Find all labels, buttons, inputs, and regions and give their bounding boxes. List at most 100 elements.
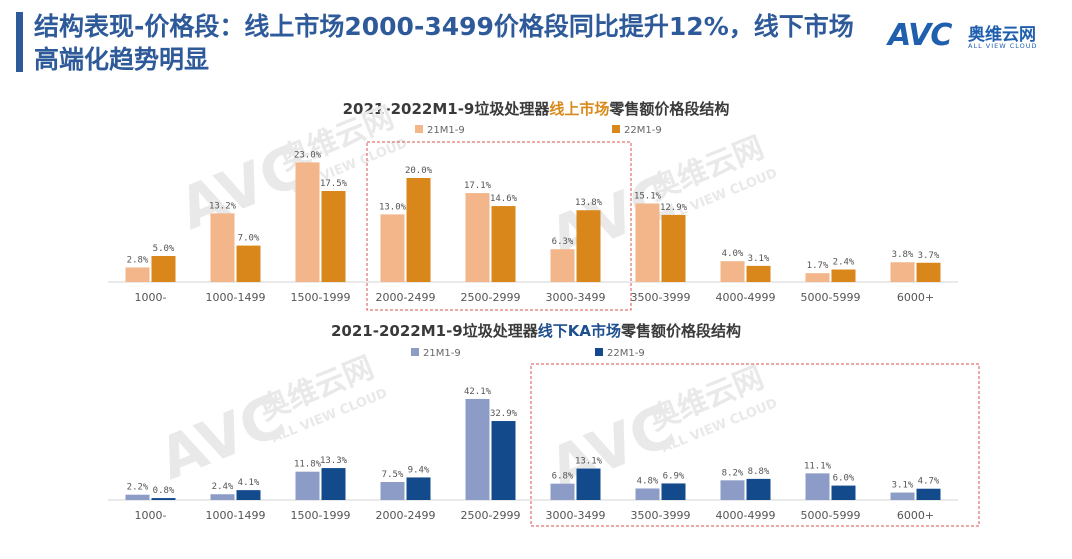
offline-tick-label: 5000-5999 <box>801 509 861 522</box>
online-legend-label: 21M1-9 <box>427 125 465 136</box>
offline-data-label: 11.8% <box>294 460 322 470</box>
online-tick-label: 2000-2499 <box>376 291 436 304</box>
logo-en-name: ALL VIEW CLOUD <box>968 42 1038 50</box>
offline-data-label: 13.1% <box>575 457 603 467</box>
offline-bar <box>720 480 745 500</box>
offline-bar <box>465 398 490 500</box>
online-legend-swatch <box>415 125 423 133</box>
online-tick-label: 6000+ <box>897 291 934 304</box>
online-bar <box>576 210 601 282</box>
online-data-label: 15.1% <box>634 191 662 201</box>
online-data-label: 5.0% <box>153 244 175 254</box>
offline-title-prefix: 2021-2022M1-9垃圾处理器 <box>331 322 538 340</box>
offline-data-label: 6.8% <box>552 472 574 482</box>
online-bar <box>380 214 405 282</box>
online-chart-title: 2021-2022M1-9垃圾处理器线上市场零售额价格段结构 <box>0 98 1072 119</box>
online-data-label: 20.0% <box>405 166 433 176</box>
offline-bar <box>916 488 941 500</box>
online-bar <box>406 178 431 282</box>
offline-data-label: 8.2% <box>722 468 744 478</box>
offline-bar <box>831 485 856 500</box>
online-data-label: 7.0% <box>238 234 260 244</box>
online-tick-label: 1000-1499 <box>206 291 266 304</box>
offline-bar <box>890 492 915 500</box>
offline-bar <box>746 478 771 500</box>
offline-tick-label: 6000+ <box>897 509 934 522</box>
online-title-suffix: 零售额价格段结构 <box>609 100 730 118</box>
offline-legend-label: 21M1-9 <box>423 348 461 359</box>
online-bar <box>550 249 575 282</box>
logo-cn-name: 奥维云网 <box>968 25 1036 45</box>
online-bar <box>321 191 346 282</box>
online-tick-label: 3000-3499 <box>546 291 606 304</box>
online-data-label: 14.6% <box>490 194 518 204</box>
online-bar <box>661 214 686 282</box>
online-bar <box>295 162 320 282</box>
offline-bar <box>151 498 176 500</box>
logo-mark: AVC <box>888 18 952 53</box>
online-tick-label: 5000-5999 <box>801 291 861 304</box>
online-highlight-box <box>366 141 632 311</box>
offline-bar <box>406 477 431 500</box>
online-bar <box>720 261 745 282</box>
offline-data-label: 4.8% <box>637 476 659 486</box>
offline-bar <box>550 483 575 500</box>
offline-data-label: 11.1% <box>804 461 832 471</box>
online-tick-label: 1500-1999 <box>291 291 351 304</box>
online-data-label: 3.8% <box>892 250 914 260</box>
offline-data-label: 13.3% <box>320 456 348 466</box>
offline-tick-label: 2000-2499 <box>376 509 436 522</box>
online-bar <box>151 256 176 282</box>
offline-bar <box>321 468 346 500</box>
offline-legend-label: 22M1-9 <box>607 348 645 359</box>
offline-title-highlight: 线下KA市场 <box>537 322 621 340</box>
online-data-label: 2.4% <box>833 258 855 268</box>
offline-bar <box>380 482 405 500</box>
online-data-label: 13.2% <box>209 201 237 211</box>
offline-data-label: 8.8% <box>748 467 770 477</box>
offline-legend-swatch <box>411 348 419 356</box>
online-bar <box>125 267 150 282</box>
online-tick-label: 1000- <box>135 291 167 304</box>
offline-bar <box>576 468 601 500</box>
online-data-label: 4.0% <box>722 249 744 259</box>
online-legend-swatch <box>612 125 620 133</box>
offline-tick-label: 2500-2999 <box>461 509 521 522</box>
online-data-label: 6.3% <box>552 237 574 247</box>
offline-bar <box>661 483 686 500</box>
online-bar <box>210 213 235 282</box>
online-data-label: 23.0% <box>294 150 322 160</box>
offline-bar <box>805 473 830 500</box>
offline-bar <box>236 490 261 500</box>
offline-chart-title: 2021-2022M1-9垃圾处理器线下KA市场零售额价格段结构 <box>0 320 1072 341</box>
offline-tick-label: 1000- <box>135 509 167 522</box>
offline-tick-label: 1500-1999 <box>291 509 351 522</box>
offline-tick-label: 1000-1499 <box>206 509 266 522</box>
offline-bar <box>635 488 660 500</box>
offline-bar <box>295 471 320 500</box>
online-data-label: 3.7% <box>918 251 940 261</box>
offline-data-label: 4.7% <box>918 477 940 487</box>
offline-legend-swatch <box>595 348 603 356</box>
online-legend-label: 22M1-9 <box>624 125 662 136</box>
online-data-label: 1.7% <box>807 261 829 271</box>
offline-title-suffix: 零售额价格段结构 <box>620 322 741 340</box>
online-data-label: 13.0% <box>379 202 407 212</box>
online-bar <box>890 262 915 282</box>
offline-data-label: 6.9% <box>663 471 685 481</box>
offline-data-label: 42.1% <box>464 387 492 397</box>
offline-bar <box>210 494 235 500</box>
page-title: 结构表现-价格段：线上市场2000-3499价格段同比提升12%，线下市场高端化… <box>34 12 854 74</box>
offline-data-label: 6.0% <box>833 474 855 484</box>
title-accent-bar <box>16 12 23 72</box>
online-tick-label: 2500-2999 <box>461 291 521 304</box>
online-bar <box>635 203 660 282</box>
offline-data-label: 32.9% <box>490 409 518 419</box>
online-title-highlight: 线上市场 <box>549 100 610 118</box>
online-tick-label: 4000-4999 <box>716 291 776 304</box>
offline-data-label: 4.1% <box>238 478 260 488</box>
